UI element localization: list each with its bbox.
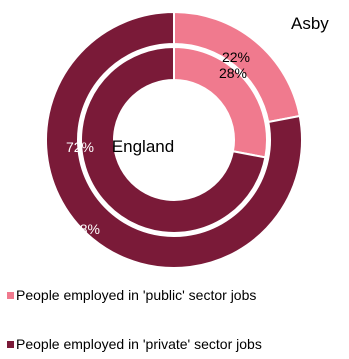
legend-label-public: People employed in 'public' sector jobs — [16, 287, 257, 303]
outer-ring-label-private: 78% — [72, 221, 100, 237]
outer-ring-series-name: Asby — [291, 14, 329, 33]
inner-ring-label-public: 28% — [219, 65, 247, 81]
legend-swatch-private-icon — [7, 340, 14, 348]
donut-chart: 22% 78% 28% 72% England Asby — [45, 10, 329, 269]
legend-label-private: People employed in 'private' sector jobs — [16, 336, 262, 352]
inner-ring-label-private: 72% — [66, 139, 94, 155]
inner-ring-series-name: England — [112, 137, 174, 156]
legend-item-private: People employed in 'private' sector jobs — [7, 336, 262, 352]
outer-ring-slice-private — [45, 10, 303, 269]
inner-ring-slice-private — [80, 45, 267, 234]
legend-swatch-public-icon — [7, 291, 14, 299]
outer-ring-label-public: 22% — [222, 49, 250, 65]
legend-item-public: People employed in 'public' sector jobs — [7, 287, 256, 303]
